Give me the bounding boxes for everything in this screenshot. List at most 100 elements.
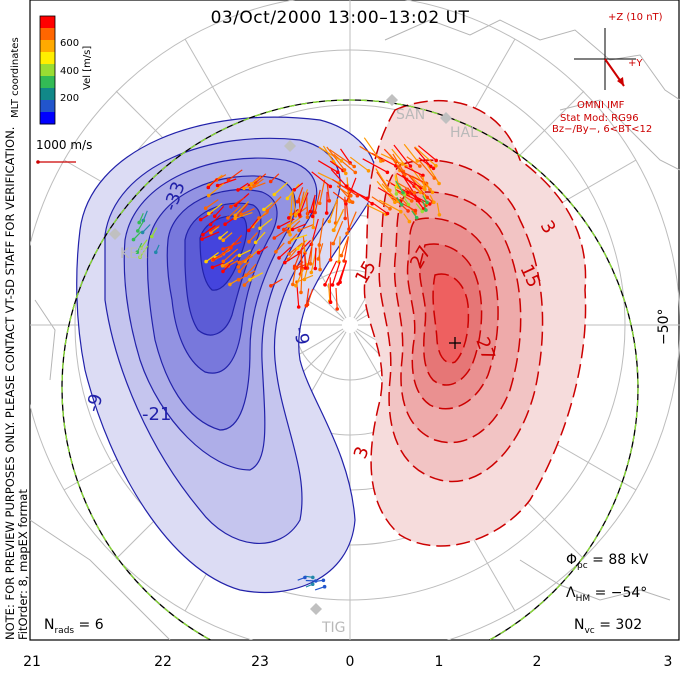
velocity-vector-origin: [321, 578, 326, 583]
velocity-vector: [328, 198, 339, 222]
velocity-vector: [306, 247, 313, 269]
velocity-vector-origin: [226, 216, 230, 220]
velocity-vector-origin: [249, 182, 254, 186]
station-label: TIG: [322, 620, 346, 636]
velocity-vector-origin: [313, 210, 317, 215]
velocity-vector: [234, 201, 250, 216]
velocity-vector: [289, 208, 293, 235]
velocity-vector: [250, 182, 266, 190]
velocity-vector-origin: [272, 192, 277, 197]
mlt-tick-label: 21: [23, 654, 41, 670]
velocity-vector-origin: [248, 186, 253, 191]
mlt-tick-label: 0: [345, 654, 355, 670]
velocity-vector-origin: [209, 230, 213, 235]
velocity-vector: [230, 234, 243, 249]
velocity-vector: [288, 208, 299, 219]
colorbar-tick-label: 200: [60, 93, 80, 104]
velocity-vector-origin: [311, 575, 315, 580]
velocity-vector: [335, 287, 338, 310]
velocity-vector: [404, 166, 424, 176]
velocity-vector: [314, 247, 317, 269]
velocity-vector: [306, 288, 314, 305]
velocity-vector: [137, 218, 146, 232]
velocity-vector-origin: [305, 215, 310, 219]
hm-latitude: ΛHM = −54°: [566, 585, 647, 604]
velocity-vector-origin: [229, 204, 233, 209]
velocity-vector: [332, 178, 358, 197]
velocity-vector: [298, 223, 315, 231]
velocity-vector: [318, 146, 342, 162]
velocity-vector: [391, 197, 416, 212]
velocity-vector-origin: [206, 193, 211, 198]
velocity-vector: [332, 220, 344, 244]
imf-condition-label: Bz−/By−, 6<BT<12: [552, 124, 653, 135]
colorbar-band: [40, 40, 55, 53]
velocity-vector-origin: [212, 214, 217, 218]
velocity-vector: [343, 236, 350, 262]
latitude-label: −50°: [656, 308, 672, 345]
velocity-vector: [263, 202, 273, 210]
velocity-vector: [407, 187, 424, 210]
velocity-vector: [258, 246, 268, 254]
nvc-value: 302: [615, 617, 643, 633]
velocity-vector-origin: [318, 267, 322, 272]
mlt-tick-label: 2: [532, 654, 542, 670]
velocity-vector-origin: [297, 228, 301, 232]
velocity-vector-origin: [331, 241, 336, 246]
velocity-vector: [332, 191, 346, 202]
velocity-vector-origin: [339, 159, 344, 163]
velocity-vector-origin: [313, 266, 318, 271]
velocity-vector-origin: [272, 236, 277, 240]
velocity-vector-origin: [233, 213, 238, 218]
velocity-vector: [336, 185, 352, 197]
velocity-vector: [266, 196, 282, 212]
velocity-vector-origin: [432, 176, 437, 180]
velocity-vector-origin: [309, 270, 314, 275]
velocity-vector: [340, 236, 349, 256]
velocity-vector: [255, 231, 266, 243]
velocity-vector: [397, 182, 415, 194]
station-marker: [440, 112, 452, 124]
velocity-vector-origin: [430, 190, 435, 195]
velocity-vector-origin: [414, 215, 419, 220]
velocity-vector-origin: [215, 183, 220, 188]
velocity-vector-origin: [336, 282, 340, 286]
velocity-vector-origin: [265, 209, 270, 213]
velocity-vector-origin: [299, 290, 303, 295]
velocity-vector: [310, 237, 314, 264]
velocity-vector-origin: [415, 198, 420, 203]
velocity-vector: [379, 199, 402, 213]
velocity-vector-origin: [303, 266, 308, 270]
velocity-vector-origin: [350, 200, 355, 204]
velocity-vector-origin: [370, 201, 375, 206]
velocity-vector-origin: [322, 584, 327, 589]
velocity-vector-origin: [317, 243, 322, 247]
colorbar-band: [40, 28, 55, 41]
velocity-vector: [318, 218, 325, 246]
velocity-vector-origin: [432, 200, 436, 205]
velocity-vector: [291, 234, 308, 241]
velocity-vector-origin: [328, 184, 333, 189]
velocity-vector-origin: [236, 265, 241, 269]
velocity-vector: [224, 254, 238, 267]
velocity-vector: [222, 248, 239, 262]
velocity-vector-origin: [223, 222, 227, 226]
velocity-vector-origin: [257, 216, 261, 220]
velocity-vector-origin: [437, 213, 442, 217]
velocity-vector-origin: [418, 164, 422, 168]
velocity-vector-origin: [269, 284, 273, 288]
velocity-vector-origin: [342, 259, 346, 263]
velocity-vector: [319, 179, 326, 204]
velocity-vector: [326, 183, 330, 201]
velocity-vector-origin: [252, 184, 256, 188]
velocity-vector: [418, 160, 435, 179]
velocity-vector-origin: [381, 158, 385, 163]
velocity-vector: [296, 187, 304, 202]
velocity-vector-origin: [288, 232, 292, 237]
nrads-value: 6: [94, 617, 104, 633]
velocity-vector: [305, 288, 310, 306]
velocity-vector-origin: [344, 171, 348, 176]
velocity-vector-origin: [366, 169, 371, 173]
velocity-vector-origin: [303, 575, 307, 580]
velocity-vector: [208, 183, 225, 197]
